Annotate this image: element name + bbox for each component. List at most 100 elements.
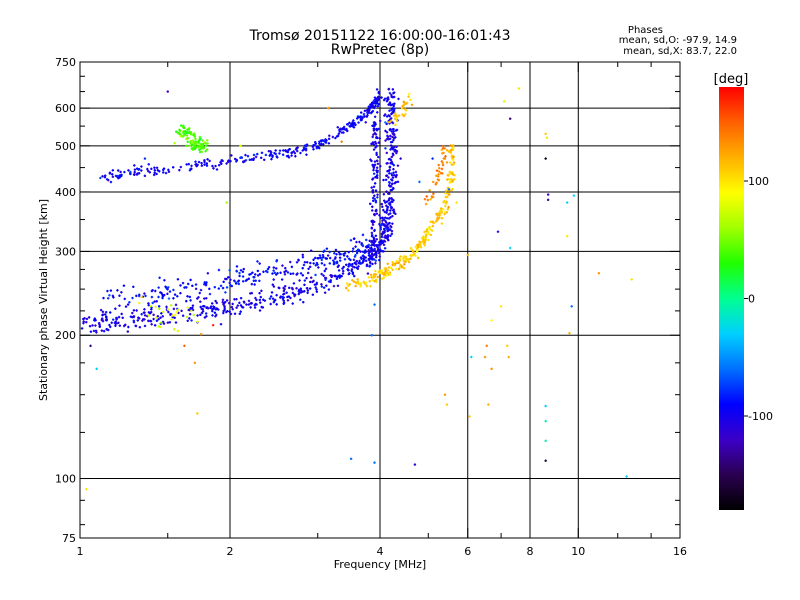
data-point bbox=[126, 303, 130, 306]
data-point bbox=[298, 291, 301, 294]
data-point bbox=[392, 171, 395, 174]
data-point bbox=[302, 146, 306, 150]
data-point bbox=[375, 88, 379, 91]
data-point bbox=[95, 367, 98, 371]
data-point bbox=[361, 254, 364, 258]
data-point bbox=[324, 141, 328, 144]
data-point bbox=[153, 169, 156, 172]
data-point bbox=[412, 253, 416, 256]
data-point bbox=[230, 305, 234, 309]
data-point bbox=[200, 164, 204, 167]
data-point bbox=[370, 220, 374, 224]
data-point bbox=[384, 219, 387, 223]
data-point bbox=[391, 107, 394, 111]
data-point bbox=[376, 105, 380, 108]
data-point bbox=[327, 137, 331, 141]
data-point bbox=[410, 103, 414, 106]
data-point bbox=[156, 169, 159, 172]
data-point bbox=[282, 149, 285, 152]
data-point bbox=[197, 296, 200, 299]
data-point bbox=[295, 261, 299, 264]
data-point bbox=[353, 274, 356, 278]
data-point bbox=[452, 144, 455, 147]
data-point bbox=[373, 106, 376, 110]
data-point bbox=[203, 297, 206, 300]
colorbar bbox=[719, 87, 744, 510]
data-point bbox=[241, 275, 245, 278]
data-point bbox=[286, 271, 290, 274]
data-point bbox=[385, 204, 388, 207]
data-point bbox=[444, 189, 448, 192]
data-point bbox=[291, 272, 295, 275]
data-point bbox=[201, 310, 205, 313]
data-point bbox=[383, 273, 387, 276]
data-point bbox=[294, 155, 297, 158]
data-point bbox=[174, 321, 178, 324]
data-point bbox=[132, 321, 136, 324]
data-point bbox=[256, 269, 260, 273]
data-point bbox=[251, 271, 254, 274]
data-point bbox=[245, 278, 249, 281]
data-point bbox=[364, 256, 367, 259]
data-point bbox=[186, 295, 189, 298]
data-point bbox=[322, 274, 325, 277]
data-point bbox=[384, 121, 387, 124]
data-point bbox=[198, 291, 201, 295]
data-point bbox=[179, 291, 182, 295]
data-point bbox=[392, 92, 395, 95]
data-point bbox=[239, 296, 243, 300]
data-point bbox=[147, 314, 150, 317]
data-point bbox=[252, 153, 256, 157]
data-point bbox=[366, 114, 369, 117]
data-point bbox=[389, 103, 392, 106]
data-point bbox=[188, 127, 191, 130]
data-point bbox=[378, 214, 381, 217]
data-point bbox=[297, 258, 300, 262]
data-point bbox=[409, 257, 412, 260]
data-point bbox=[318, 140, 321, 143]
data-point bbox=[175, 310, 179, 314]
data-point bbox=[389, 216, 392, 219]
data-point bbox=[175, 130, 178, 133]
data-point bbox=[128, 301, 131, 304]
data-point bbox=[166, 321, 170, 324]
data-point bbox=[370, 186, 373, 189]
data-point bbox=[122, 324, 126, 328]
data-point bbox=[118, 304, 121, 307]
data-point bbox=[98, 325, 101, 328]
data-point bbox=[450, 189, 453, 192]
data-point bbox=[173, 328, 176, 331]
data-point bbox=[238, 301, 241, 305]
data-point bbox=[196, 412, 199, 415]
data-point bbox=[264, 153, 268, 157]
data-point bbox=[283, 285, 287, 288]
x-tick-label: 6 bbox=[464, 545, 471, 558]
data-point bbox=[490, 319, 493, 322]
data-point bbox=[357, 261, 360, 265]
data-point bbox=[375, 98, 379, 102]
data-point bbox=[373, 160, 377, 163]
data-point bbox=[314, 264, 317, 267]
data-point bbox=[376, 193, 379, 196]
data-point bbox=[373, 115, 377, 118]
data-point bbox=[444, 201, 448, 205]
data-point bbox=[342, 265, 345, 269]
data-point bbox=[269, 302, 272, 306]
data-point bbox=[389, 119, 393, 123]
data-point bbox=[435, 174, 438, 177]
data-point bbox=[227, 301, 231, 305]
data-point bbox=[446, 186, 450, 190]
data-point bbox=[390, 188, 394, 192]
data-point bbox=[146, 167, 149, 171]
data-point bbox=[231, 302, 234, 306]
data-point bbox=[181, 314, 185, 317]
data-point bbox=[91, 324, 94, 327]
data-point bbox=[283, 287, 286, 291]
data-point bbox=[380, 270, 383, 273]
data-point bbox=[351, 265, 354, 268]
data-point bbox=[225, 286, 229, 289]
data-point bbox=[372, 172, 376, 175]
data-point bbox=[432, 180, 435, 184]
data-point bbox=[485, 344, 488, 348]
data-point bbox=[111, 175, 115, 178]
